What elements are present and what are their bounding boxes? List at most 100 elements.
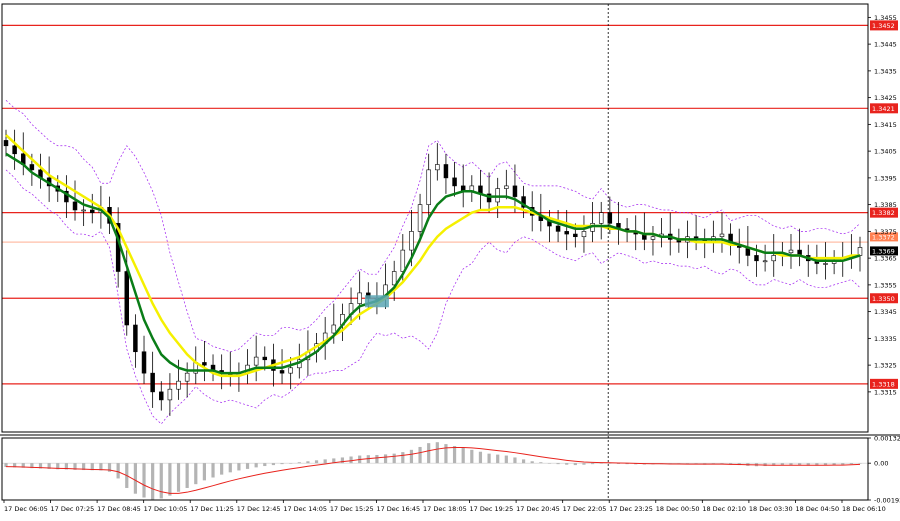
x-tick-label: 18 Dec 04:50 (795, 505, 839, 513)
candle-body (788, 249, 794, 254)
histogram-bar (427, 443, 431, 464)
histogram-bar (280, 463, 284, 465)
x-tick-label: 18 Dec 02:10 (702, 505, 746, 513)
histogram-bar (504, 455, 508, 464)
price-label-box (870, 232, 898, 242)
level-label: 1.3421 (872, 105, 895, 113)
y-tick-label: 1.3455 (874, 14, 897, 22)
histogram-bar (159, 463, 163, 499)
histogram-bar (340, 457, 345, 464)
histogram-bar (263, 463, 267, 467)
histogram-bar (487, 453, 491, 464)
candle-body (486, 193, 492, 203)
histogram-bar (565, 463, 569, 465)
x-tick-label: 18 Dec 00:50 (656, 505, 700, 513)
histogram-bar (815, 463, 819, 466)
candle-body (133, 324, 138, 353)
candle-body (762, 260, 768, 263)
histogram-bar (590, 463, 595, 465)
histogram-bar (142, 463, 146, 498)
candle-body (573, 233, 578, 238)
candle-body (391, 271, 397, 286)
histogram-bar (245, 463, 250, 469)
histogram-bar (798, 463, 802, 466)
histogram-bar (4, 463, 8, 467)
histogram-bar (237, 463, 241, 471)
candle-body (159, 391, 164, 401)
candle-body (823, 263, 828, 265)
y-tick-label: 1.3405 (874, 148, 897, 156)
level-label: 1.3452 (872, 22, 895, 30)
histogram-bar (64, 463, 68, 470)
price-label-box (870, 246, 898, 256)
level-label: 1.3350 (872, 295, 895, 303)
moving-average-fast-line (5, 152, 861, 375)
histogram-bar (133, 463, 137, 494)
candle-body (598, 212, 604, 224)
x-tick-label: 17 Dec 10:05 (144, 505, 188, 513)
histogram-bar (496, 454, 500, 464)
candle-body (262, 356, 268, 361)
histogram-bar (21, 463, 25, 468)
x-tick-label: 17 Dec 12:45 (237, 505, 281, 513)
histogram-bar (841, 463, 845, 465)
histogram-bar (323, 459, 327, 464)
candle-body (64, 190, 69, 203)
histogram-bar (789, 463, 793, 466)
histogram-bar (444, 444, 448, 464)
candle-body (409, 231, 414, 251)
candle-body (288, 367, 293, 374)
candle-body (184, 372, 190, 382)
histogram-bar (832, 463, 836, 466)
x-tick-label: 17 Dec 11:25 (190, 505, 234, 513)
histogram-bar (521, 459, 526, 464)
candle-body (452, 177, 457, 187)
candle-body (150, 372, 155, 393)
candle-body (176, 380, 181, 390)
level-label: 1.3318 (872, 380, 895, 388)
envelope-lower-line (5, 169, 861, 425)
histogram-bar (107, 463, 112, 472)
candle-body (3, 140, 9, 147)
candle-body (331, 324, 337, 334)
histogram-bar (573, 463, 577, 466)
histogram-bar (99, 463, 103, 471)
candle-body (202, 362, 207, 366)
candle-body (12, 145, 17, 155)
histogram-bar (314, 460, 319, 464)
axes: 1.3455 1.3445 1.3435 1.3425 1.3415 1.3405 1.33… (0, 3, 900, 513)
osc-tick-label: 0.00 (874, 460, 888, 468)
candle-body (253, 356, 259, 366)
histogram-bar (616, 463, 621, 464)
oscillator-panel (2, 442, 868, 500)
candle-body (400, 249, 406, 272)
y-tick-label: 1.3375 (874, 228, 897, 236)
y-tick-label: 1.3335 (874, 335, 897, 343)
y-tick-label: 1.3355 (874, 281, 897, 289)
candle-body (29, 164, 35, 171)
histogram-bar (383, 454, 388, 464)
histogram-bar (151, 463, 155, 500)
histogram-bar (392, 453, 396, 464)
x-tick-label: 17 Dec 07:25 (51, 505, 95, 513)
x-tick-label: 17 Dec 20:45 (516, 505, 560, 513)
histogram-bar (366, 455, 370, 464)
level-label-box (870, 378, 898, 389)
candle-body (81, 209, 86, 212)
x-tick-label: 17 Dec 14:05 (283, 505, 327, 513)
osc-tick-label: 0.00132 (874, 435, 900, 443)
y-tick-label: 1.3425 (874, 94, 897, 102)
histogram-bar (254, 463, 258, 468)
histogram-bar (539, 462, 543, 464)
x-tick-label: 17 Dec 22:05 (563, 505, 607, 513)
candle-body (564, 231, 569, 235)
x-tick-label: 17 Dec 15:25 (330, 505, 374, 513)
histogram-bar (608, 463, 612, 464)
x-tick-label: 17 Dec 18:05 (423, 505, 467, 513)
histogram-bar (409, 449, 414, 464)
price-panel: 1.34521.34211.33821.33501.33181.33721.33… (2, 20, 898, 425)
candle-body (124, 271, 130, 326)
candle-body (771, 255, 776, 262)
y-tick-label: 1.3395 (874, 174, 897, 182)
